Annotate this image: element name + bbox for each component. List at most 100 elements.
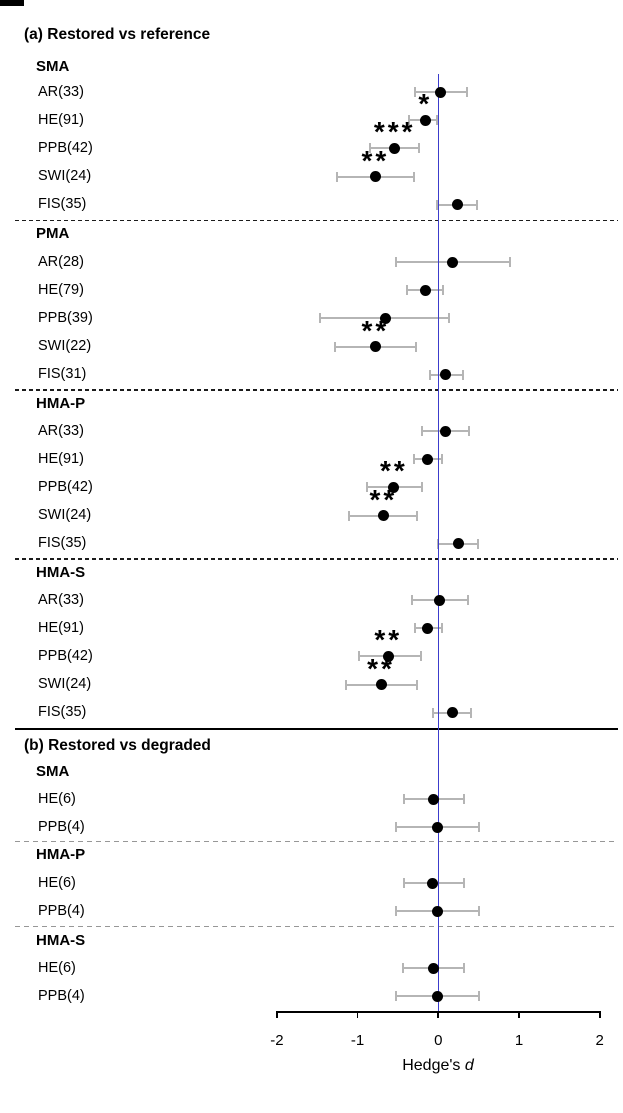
effect-point bbox=[421, 622, 433, 634]
ci-cap-left bbox=[401, 963, 404, 973]
row-label: HE(91) bbox=[38, 619, 84, 636]
row-label: FIS(35) bbox=[38, 704, 87, 721]
x-axis-tick bbox=[518, 1011, 520, 1018]
ci-cap-left bbox=[334, 341, 336, 352]
ci-cap-right bbox=[413, 171, 416, 182]
effect-point bbox=[440, 425, 452, 437]
group-label: PMA bbox=[36, 225, 70, 242]
row-label: SWI(24) bbox=[38, 168, 92, 185]
ci-cap-left bbox=[395, 822, 398, 833]
ci-cap-right bbox=[478, 906, 481, 917]
ci-cap-left bbox=[413, 87, 416, 97]
effect-point bbox=[446, 256, 458, 268]
effect-point bbox=[388, 481, 400, 493]
effect-point bbox=[427, 793, 439, 805]
significance-stars: ** bbox=[380, 455, 408, 487]
significance-stars: * bbox=[418, 88, 433, 120]
x-axis-tick-label: -2 bbox=[270, 1032, 284, 1049]
ci-cap-right bbox=[416, 510, 419, 521]
effect-point bbox=[421, 453, 433, 465]
effect-point bbox=[377, 510, 389, 522]
significance-stars: ** bbox=[374, 624, 403, 656]
ci-cap-right bbox=[436, 115, 439, 126]
group-label: HMA-P bbox=[36, 846, 86, 863]
ci-cap-left bbox=[429, 369, 432, 380]
significance-stars: ** bbox=[361, 314, 390, 346]
row-label: PPB(42) bbox=[38, 139, 93, 156]
effect-point bbox=[427, 877, 439, 889]
ci-cap-right bbox=[476, 538, 479, 549]
ci-cap-right bbox=[467, 595, 470, 605]
group-label: HMA-P bbox=[36, 395, 86, 412]
ci-cap-left bbox=[405, 285, 408, 296]
ci-cap-left bbox=[395, 906, 398, 917]
row-label: SWI(24) bbox=[38, 676, 92, 693]
ci-cap-right bbox=[441, 623, 444, 634]
ci-cap-left bbox=[402, 794, 405, 804]
ci-cap-left bbox=[347, 510, 350, 521]
ci-cap-right bbox=[463, 878, 466, 888]
row-label: HE(6) bbox=[38, 959, 76, 976]
significance-stars: ** bbox=[367, 652, 395, 684]
x-axis-tick bbox=[276, 1011, 278, 1018]
row-label: HE(6) bbox=[38, 790, 76, 807]
effect-point bbox=[369, 171, 381, 183]
row-label: AR(33) bbox=[38, 83, 84, 100]
row-label: PPB(39) bbox=[38, 309, 93, 326]
significance-stars: ** bbox=[361, 144, 390, 176]
ci-cap-right bbox=[463, 963, 466, 973]
ci-cap-right bbox=[462, 369, 465, 380]
row-label: PPB(42) bbox=[38, 478, 93, 495]
row-label: PPB(4) bbox=[38, 818, 85, 835]
group-label: SMA bbox=[36, 58, 70, 75]
ci-cap-left bbox=[336, 171, 339, 182]
x-axis-tick-label: -1 bbox=[350, 1032, 365, 1049]
x-axis-label-variable: d bbox=[464, 1057, 474, 1074]
ci-cap-right bbox=[478, 822, 481, 833]
effect-point bbox=[452, 199, 464, 211]
ci-cap-right bbox=[463, 794, 466, 804]
ci-cap-left bbox=[395, 991, 398, 1002]
row-label: SWI(22) bbox=[38, 338, 92, 355]
row-label: FIS(35) bbox=[38, 535, 87, 552]
separator-line bbox=[15, 840, 618, 843]
significance-stars: ** bbox=[369, 483, 398, 515]
ci-cap-right bbox=[421, 482, 424, 493]
zero-reference-line bbox=[437, 74, 440, 1011]
effect-point bbox=[419, 114, 431, 126]
ci-cap-left bbox=[413, 454, 416, 465]
effect-point bbox=[427, 962, 439, 974]
row-label: FIS(35) bbox=[38, 196, 87, 213]
effect-point bbox=[379, 312, 391, 324]
ci-cap-left bbox=[345, 679, 348, 690]
row-label: HE(91) bbox=[38, 450, 84, 467]
ci-cap-left bbox=[408, 115, 411, 126]
effect-point bbox=[431, 821, 443, 833]
ci-cap-left bbox=[421, 426, 424, 436]
ci-cap-right bbox=[441, 454, 444, 465]
ci-cap-right bbox=[414, 341, 417, 352]
effect-point bbox=[382, 650, 394, 662]
separator-line bbox=[15, 558, 618, 560]
effect-point bbox=[433, 594, 445, 606]
effect-point bbox=[446, 707, 458, 719]
ci-cap-right bbox=[509, 257, 512, 267]
ci-cap-right bbox=[417, 143, 420, 154]
ci-cap-right bbox=[476, 199, 479, 210]
panel-b-title: (b) Restored vs degraded bbox=[24, 737, 211, 754]
ci-cap-left bbox=[358, 651, 361, 662]
row-label: PPB(4) bbox=[38, 902, 85, 919]
row-label: FIS(31) bbox=[38, 366, 87, 383]
x-axis-tick bbox=[598, 1011, 601, 1018]
ci-cap-right bbox=[466, 87, 469, 97]
row-label: AR(33) bbox=[38, 591, 84, 608]
ci-cap-right bbox=[416, 679, 419, 690]
row-label: AR(28) bbox=[38, 253, 84, 270]
group-label: HMA-S bbox=[36, 564, 86, 581]
effect-point bbox=[435, 86, 447, 98]
separator-line bbox=[15, 219, 618, 222]
row-label: PPB(42) bbox=[38, 647, 93, 664]
row-label: HE(91) bbox=[38, 111, 84, 128]
effect-point bbox=[369, 341, 381, 353]
